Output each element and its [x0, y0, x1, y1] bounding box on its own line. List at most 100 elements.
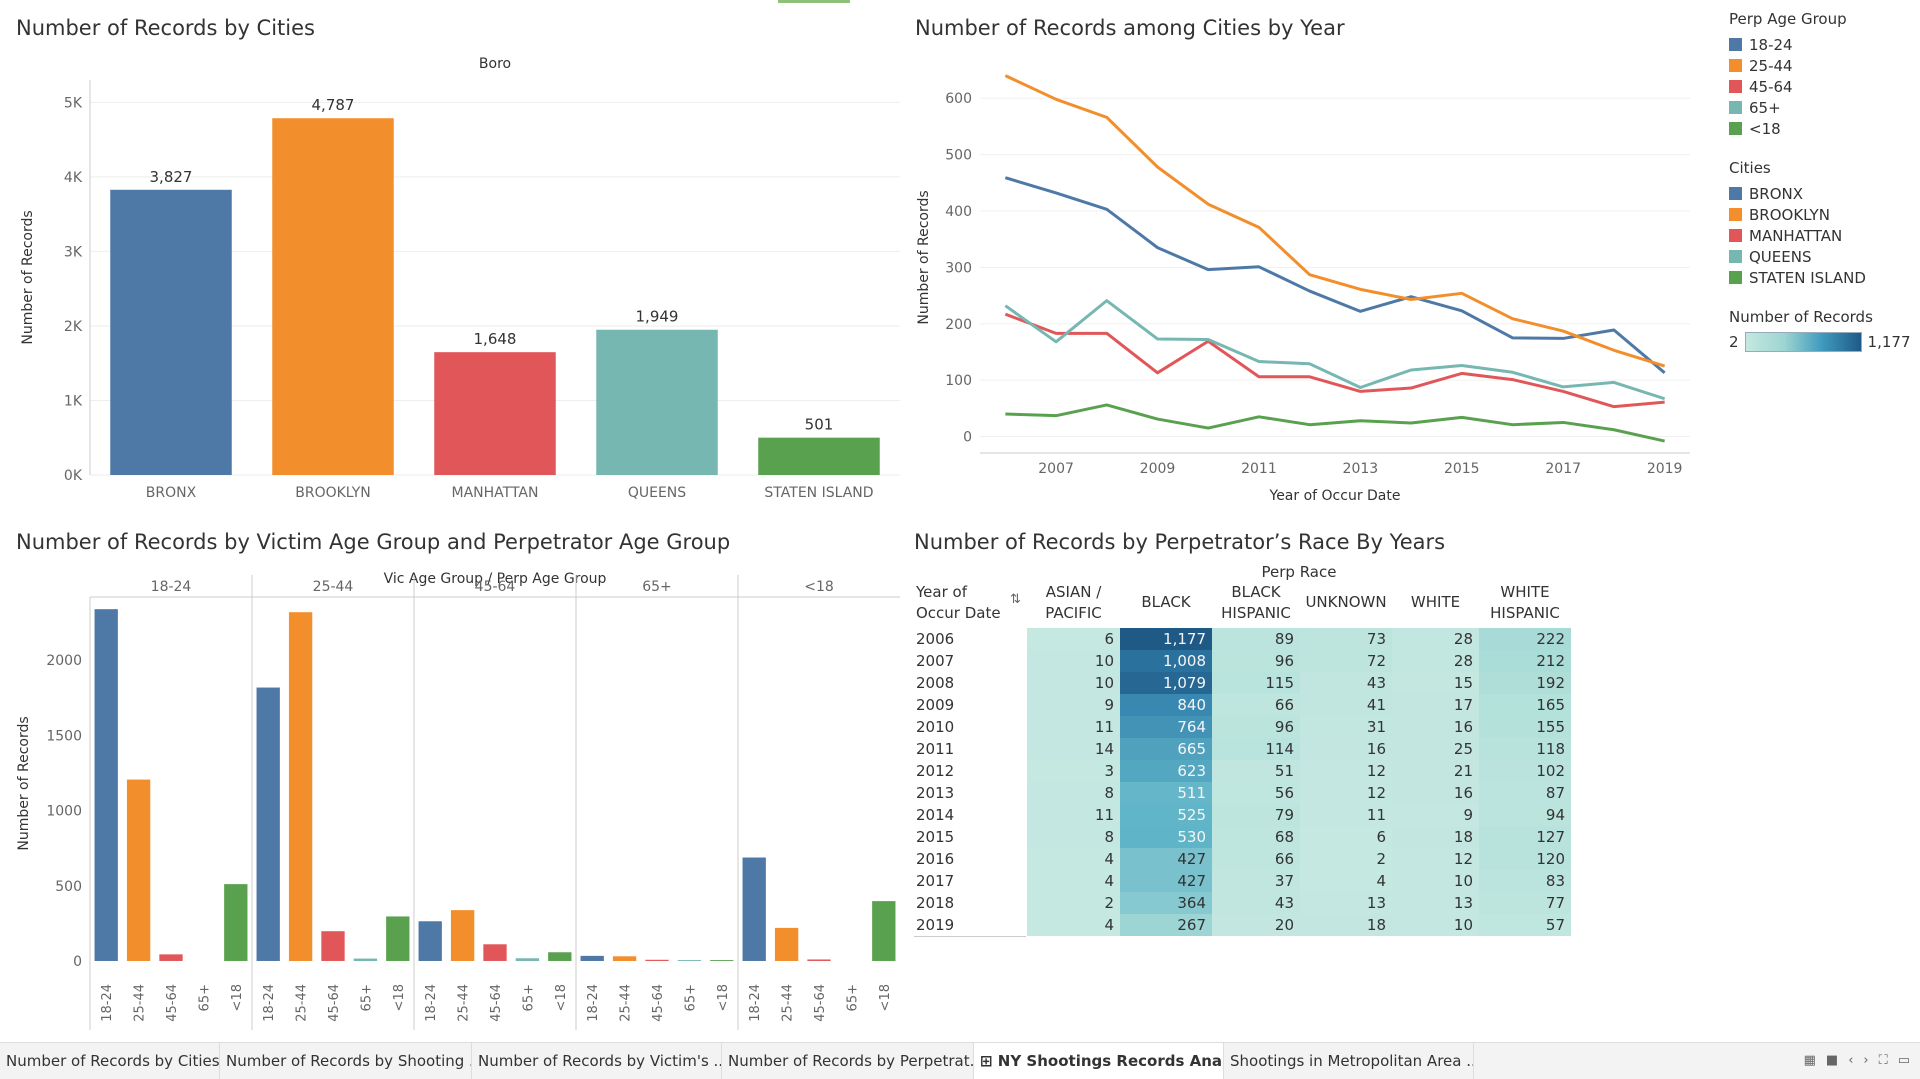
heatmap-cell[interactable]: 66	[1212, 694, 1300, 716]
year-series-line[interactable]	[1004, 299, 1666, 401]
heatmap-cell[interactable]: 102	[1479, 760, 1571, 782]
heatmap-cell[interactable]: 56	[1212, 782, 1300, 804]
age-bar[interactable]	[288, 612, 313, 961]
heatmap-cell[interactable]: 3	[1027, 760, 1120, 782]
heatmap-row[interactable]: 2008 10 1,079 115 43 15 192	[914, 672, 1571, 694]
heatmap-row[interactable]: 2014 11 525 79 11 9 94	[914, 804, 1571, 826]
cities-bar[interactable]	[434, 352, 556, 475]
heatmap-cell[interactable]: 11	[1300, 804, 1392, 826]
heatmap-row[interactable]: 2009 9 840 66 41 17 165	[914, 694, 1571, 716]
heatmap-cell[interactable]: 20	[1212, 914, 1300, 936]
heatmap-cell[interactable]: 16	[1392, 716, 1479, 738]
heatmap-cell[interactable]: 840	[1120, 694, 1212, 716]
heatmap-cell[interactable]: 192	[1479, 672, 1571, 694]
heatmap-cell[interactable]: 25	[1392, 738, 1479, 760]
heatmap-cell[interactable]: 18	[1300, 914, 1392, 936]
city-legend-item[interactable]: MANHATTAN	[1729, 225, 1914, 246]
heatmap-cell[interactable]: 10	[1027, 650, 1120, 672]
heatmap-row[interactable]: 2013 8 511 56 12 16 87	[914, 782, 1571, 804]
heatmap-cell[interactable]: 364	[1120, 892, 1212, 914]
age-bar[interactable]	[580, 955, 604, 961]
heatmap-cell[interactable]: 72	[1300, 650, 1392, 672]
sheet-tab[interactable]: Number of Records by Shooting ...	[220, 1043, 472, 1079]
heatmap-cell[interactable]: 8	[1027, 826, 1120, 848]
heatmap-cell[interactable]: 41	[1300, 694, 1392, 716]
heatmap-cell[interactable]: 83	[1479, 870, 1571, 892]
heatmap-row[interactable]: 2011 14 665 114 16 25 118	[914, 738, 1571, 760]
heatmap-cell[interactable]: 8	[1027, 782, 1120, 804]
heatmap-cell[interactable]: 43	[1300, 672, 1392, 694]
age-bar[interactable]	[677, 960, 702, 961]
heatmap-cell[interactable]: 28	[1392, 628, 1479, 650]
heatmap-row[interactable]: 2007 10 1,008 96 72 28 212	[914, 650, 1571, 672]
fullscreen-icon[interactable]: ⛶	[1878, 1053, 1888, 1068]
heatmap-row[interactable]: 2015 8 530 68 6 18 127	[914, 826, 1571, 848]
race-column-header[interactable]: UNKNOWN	[1305, 593, 1387, 611]
age-bar[interactable]	[418, 921, 442, 961]
age-bar[interactable]	[807, 959, 831, 961]
heatmap-cell[interactable]: 28	[1392, 650, 1479, 672]
heatmap-cell[interactable]: 4	[1300, 870, 1392, 892]
age-bar[interactable]	[774, 927, 799, 961]
heatmap-cell[interactable]: 1,177	[1120, 628, 1212, 650]
next-icon[interactable]: ›	[1863, 1053, 1869, 1068]
prev-icon[interactable]: ‹	[1848, 1053, 1854, 1068]
heatmap-cell[interactable]: 1,079	[1120, 672, 1212, 694]
heatmap-cell[interactable]: 427	[1120, 848, 1212, 870]
heatmap-cell[interactable]: 118	[1479, 738, 1571, 760]
age-bar[interactable]	[612, 956, 637, 961]
heatmap-cell[interactable]: 51	[1212, 760, 1300, 782]
heatmap-cell[interactable]: 120	[1479, 848, 1571, 870]
perp-age-legend-item[interactable]: 45-64	[1729, 76, 1914, 97]
race-column-header[interactable]: WHITE	[1410, 593, 1461, 611]
perp-age-legend-item[interactable]: 65+	[1729, 97, 1914, 118]
heatmap-cell[interactable]: 17	[1392, 694, 1479, 716]
heatmap-cell[interactable]: 37	[1212, 870, 1300, 892]
heatmap-cell[interactable]: 10	[1027, 672, 1120, 694]
sheet-tab-active[interactable]: ⊞ NY Shootings Records Analy...	[974, 1043, 1224, 1079]
heatmap-cell[interactable]: 427	[1120, 870, 1212, 892]
heatmap-cell[interactable]: 31	[1300, 716, 1392, 738]
race-column-header[interactable]: BLACK	[1141, 593, 1191, 611]
year-series-line[interactable]	[1004, 176, 1666, 374]
heatmap-cell[interactable]: 94	[1479, 804, 1571, 826]
heatmap-cell[interactable]: 77	[1479, 892, 1571, 914]
heatmap-cell[interactable]: 68	[1212, 826, 1300, 848]
age-bar[interactable]	[126, 779, 151, 961]
heatmap-cell[interactable]: 12	[1392, 848, 1479, 870]
age-bar[interactable]	[645, 959, 669, 961]
heatmap-cell[interactable]: 43	[1212, 892, 1300, 914]
stop-icon[interactable]: ■	[1825, 1053, 1839, 1068]
heatmap-cell[interactable]: 222	[1479, 628, 1571, 650]
heatmap-row[interactable]: 2016 4 427 66 2 12 120	[914, 848, 1571, 870]
sort-icon[interactable]: ⇅	[1010, 592, 1021, 607]
heatmap-row[interactable]: 2010 11 764 96 31 16 155	[914, 716, 1571, 738]
heatmap-row[interactable]: 2018 2 364 43 13 13 77	[914, 892, 1571, 914]
age-bar[interactable]	[353, 958, 378, 961]
heatmap-cell[interactable]: 13	[1300, 892, 1392, 914]
perp-age-legend-item[interactable]: <18	[1729, 118, 1914, 139]
cities-bar[interactable]	[596, 329, 718, 475]
age-bar[interactable]	[256, 687, 280, 961]
heatmap-cell[interactable]: 665	[1120, 738, 1212, 760]
age-bar[interactable]	[94, 609, 118, 961]
age-bar[interactable]	[872, 901, 896, 961]
cities-bar[interactable]	[272, 118, 394, 475]
heatmap-row[interactable]: 2019 4 267 20 18 10 57	[914, 914, 1571, 936]
heatmap-cell[interactable]: 10	[1392, 914, 1479, 936]
year-row-header[interactable]: Year of Occur Date	[916, 583, 1001, 622]
cities-bar[interactable]	[110, 189, 232, 475]
age-bar[interactable]	[710, 960, 734, 961]
heatmap-cell[interactable]: 764	[1120, 716, 1212, 738]
heatmap-cell[interactable]: 127	[1479, 826, 1571, 848]
age-bar[interactable]	[321, 931, 345, 961]
city-legend-item[interactable]: STATEN ISLAND	[1729, 267, 1914, 288]
heatmap-cell[interactable]: 12	[1300, 760, 1392, 782]
perp-age-legend-item[interactable]: 18-24	[1729, 34, 1914, 55]
heatmap-cell[interactable]: 73	[1300, 628, 1392, 650]
sheet-tab[interactable]: Number of Records by Perpetrat...	[722, 1043, 974, 1079]
heatmap-row[interactable]: 2012 3 623 51 12 21 102	[914, 760, 1571, 782]
heatmap-cell[interactable]: 4	[1027, 914, 1120, 936]
perp-age-legend-item[interactable]: 25-44	[1729, 55, 1914, 76]
heatmap-cell[interactable]: 267	[1120, 914, 1212, 936]
